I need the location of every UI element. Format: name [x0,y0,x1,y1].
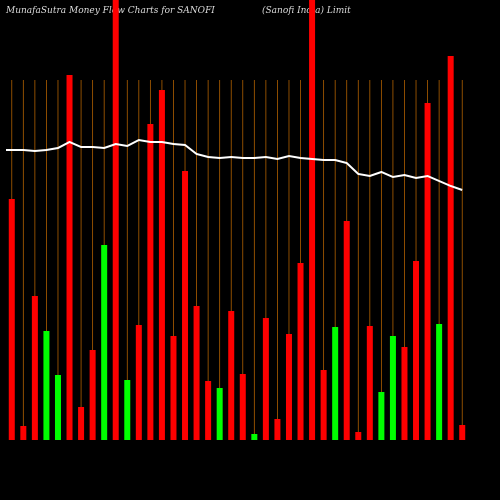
bar [401,347,408,440]
bar [297,263,304,440]
chart-title: MunafaSutra Money Flow Charts for SANOFI [5,6,215,16]
bar [274,419,281,440]
bar [285,334,292,440]
bar [20,426,27,440]
money-flow-line [6,138,463,191]
bar [459,425,466,440]
bar [447,56,454,440]
bar [101,245,108,440]
bar [216,388,223,440]
bar [8,199,15,440]
bar [147,124,154,440]
bar [205,381,212,440]
bar [251,434,258,440]
chart-subtitle: (Sanofi India) Limit [262,5,351,16]
bar [366,326,373,440]
bar [262,318,269,440]
bar [309,0,316,440]
bar [424,103,431,440]
bar [378,392,385,440]
bar [355,432,362,440]
bar [193,306,200,440]
bar [332,327,339,440]
bar [158,90,165,440]
bar [124,380,131,440]
bar [135,325,142,440]
bar [320,370,327,440]
bar [170,336,177,440]
bar [182,171,189,440]
bar [89,350,96,440]
bar [228,311,235,440]
bar [66,75,73,440]
bar [43,331,50,440]
bar [389,336,396,440]
bar [54,375,61,440]
bar [112,0,119,440]
bar [239,374,246,440]
bar [78,407,85,440]
bar [413,261,420,440]
bar [31,296,38,440]
bar [343,221,350,440]
bar [436,324,443,440]
